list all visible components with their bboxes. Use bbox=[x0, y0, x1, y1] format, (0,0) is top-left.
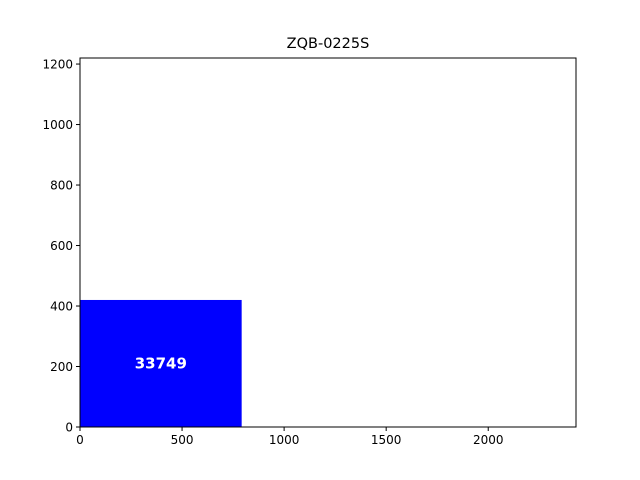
x-tick-label: 2000 bbox=[473, 433, 504, 447]
chart-title: ZQB-0225S bbox=[287, 36, 370, 52]
x-tick-label: 500 bbox=[171, 433, 194, 447]
y-tick-label: 200 bbox=[50, 360, 73, 374]
x-axis: 0 500 1000 1500 2000 bbox=[76, 427, 504, 447]
x-tick-label: 1000 bbox=[269, 433, 300, 447]
y-tick-label: 1200 bbox=[42, 58, 73, 72]
bars-layer: 33749 bbox=[80, 299, 242, 427]
x-tick-label: 0 bbox=[76, 433, 84, 447]
y-tick-label: 600 bbox=[50, 239, 73, 253]
y-tick-label: 0 bbox=[65, 421, 73, 435]
y-tick-label: 800 bbox=[50, 179, 73, 193]
bar-0 bbox=[80, 299, 242, 427]
x-tick-label: 1500 bbox=[371, 433, 402, 447]
y-tick-label: 400 bbox=[50, 300, 73, 314]
bar-label-0: 33749 bbox=[135, 354, 187, 372]
y-tick-label: 1000 bbox=[42, 118, 73, 132]
plot-frame bbox=[79, 57, 577, 428]
y-axis: 0 200 400 600 800 1000 1200 bbox=[42, 58, 80, 435]
